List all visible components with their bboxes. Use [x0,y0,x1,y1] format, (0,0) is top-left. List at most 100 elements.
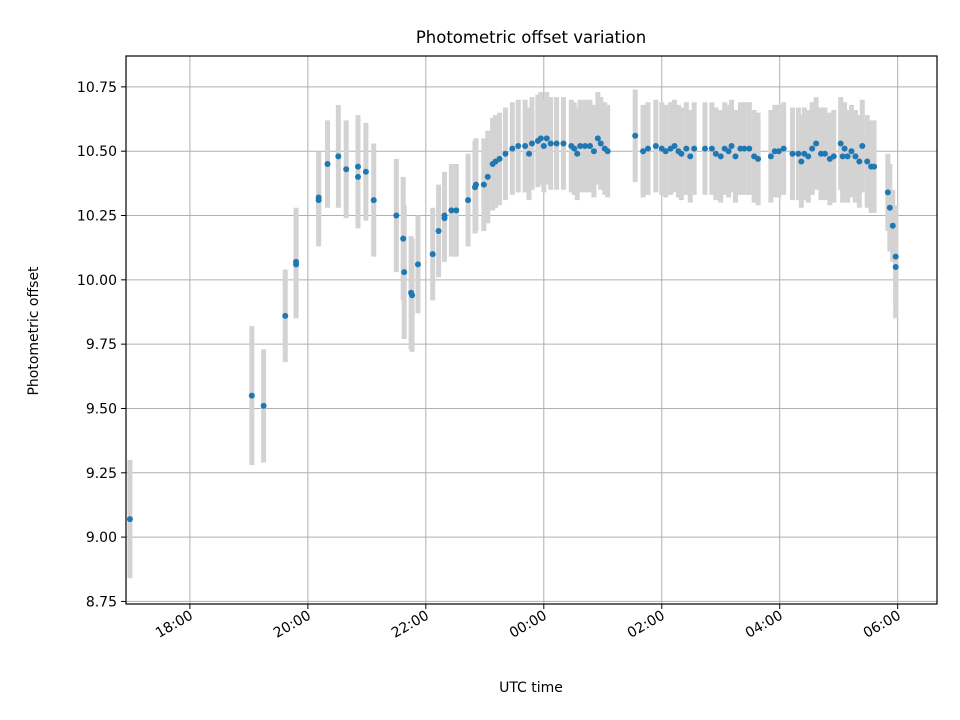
data-point [597,140,604,147]
data-point [683,145,690,152]
data-point [852,153,859,160]
data-point [370,197,377,204]
data-point [484,173,491,180]
data-point [472,181,479,188]
data-point [393,212,400,219]
data-point [324,161,331,168]
data-point [362,168,369,175]
data-point [282,312,289,319]
data-point [805,153,812,160]
data-point [560,140,567,147]
y-tick-label: 10.00 [77,273,117,289]
chart-title: Photometric offset variation [416,28,646,47]
y-tick-label: 9.75 [86,337,117,353]
data-point [813,140,820,147]
y-tick-label: 9.50 [86,401,117,417]
data-point [775,148,782,155]
data-point [839,153,846,160]
data-point [480,181,487,188]
y-tick-label: 10.75 [77,80,117,96]
data-point [886,204,893,211]
data-point [798,158,805,165]
y-axis-ticks: 8.75 9.00 9.25 9.50 9.75 10.00 10.25 10.50 10.75 [77,80,126,610]
data-point [892,263,899,270]
data-point [126,516,133,523]
data-points [126,132,899,523]
data-point [830,153,837,160]
data-point [293,258,300,265]
data-point [409,292,416,299]
data-point [884,189,891,196]
data-point [604,148,611,155]
y-tick-label: 10.50 [77,144,117,160]
data-point [841,145,848,152]
data-point [789,150,796,157]
data-point [859,143,866,150]
data-point [571,145,578,152]
data-point [553,140,560,147]
data-point [652,143,659,150]
data-point [712,150,719,157]
data-point [755,155,762,162]
data-point [728,143,735,150]
data-point [528,140,535,147]
data-point [586,143,593,150]
data-point [260,402,267,409]
data-point [821,150,828,157]
data-point [496,155,503,162]
data-point [315,194,322,201]
data-point [540,143,547,150]
x-axis-label: UTC time [499,680,563,696]
data-point [741,145,748,152]
data-point [582,143,589,150]
data-point [577,143,584,150]
y-axis-label: Photometric offset [26,266,42,396]
data-point [871,163,878,170]
data-point [780,145,787,152]
data-point [414,261,421,268]
data-point [795,150,802,157]
data-point [465,197,472,204]
data-point [691,145,698,152]
data-point [837,140,844,147]
y-tick-label: 9.00 [86,530,117,546]
data-point [248,392,255,399]
y-tick-label: 9.25 [86,466,117,482]
data-point [509,145,516,152]
data-point [732,153,739,160]
data-point [537,135,544,142]
data-point [767,153,774,160]
data-point [702,145,709,152]
data-point [335,153,342,160]
data-point [547,140,554,147]
data-point [848,148,855,155]
data-point [671,143,678,150]
data-point [856,158,863,165]
data-point [708,145,715,152]
data-point [678,150,685,157]
data-point [400,235,407,242]
data-point [864,158,871,165]
data-point [590,148,597,155]
plot-frame [125,55,938,605]
data-point [640,148,647,155]
data-point [343,166,350,173]
data-point [889,222,896,229]
data-point [662,148,669,155]
data-point [354,173,361,180]
data-point [429,251,436,258]
data-point [594,135,601,142]
data-point [632,132,639,139]
data-point [435,227,442,234]
data-point [844,153,851,160]
data-point [401,269,408,276]
y-tick-label: 10.25 [77,209,117,225]
y-tick-label: 8.75 [86,594,117,610]
data-point [526,150,533,157]
data-point [809,145,816,152]
data-point [502,150,509,157]
data-point [717,153,724,160]
data-point [441,212,448,219]
data-point [746,145,753,152]
